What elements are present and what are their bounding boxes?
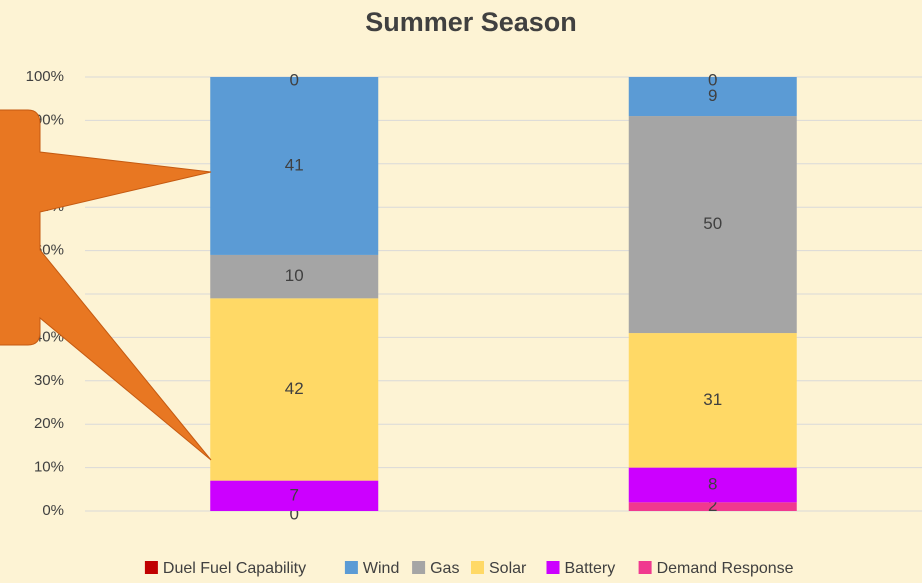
- legend-swatch: [639, 561, 652, 574]
- chart-title: Summer Season: [365, 7, 577, 37]
- legend-swatch: [145, 561, 158, 574]
- y-tick-label: 10%: [34, 459, 64, 476]
- data-label: 50: [703, 214, 722, 233]
- legend-label: Gas: [430, 560, 459, 577]
- y-tick-label: 30%: [34, 372, 64, 389]
- data-label: 0: [290, 70, 299, 89]
- y-tick-label: 100%: [26, 68, 64, 85]
- legend-label: Duel Fuel Capability: [163, 560, 306, 577]
- legend-label: Wind: [363, 560, 399, 577]
- legend-label: Demand Response: [657, 560, 794, 577]
- plot-area: 0%10%20%30%40%50%60%70%80%90%100%0742104…: [26, 68, 922, 524]
- data-label: 42: [285, 379, 304, 398]
- legend-swatch: [412, 561, 425, 574]
- y-tick-label: 0%: [42, 502, 64, 519]
- data-label: 0: [708, 70, 717, 89]
- callout: [0, 110, 211, 460]
- legend-label: Solar: [489, 560, 527, 577]
- y-tick-label: 20%: [34, 415, 64, 432]
- legend-swatch: [471, 561, 484, 574]
- page: {"chart_data": {"type": "stacked_bar", "…: [0, 0, 922, 583]
- legend: Duel Fuel Capability Wind Gas Solar Battery D…: [145, 560, 794, 577]
- legend-swatch: [345, 561, 358, 574]
- data-label: 8: [708, 474, 717, 493]
- legend-label: Battery: [565, 560, 616, 577]
- legend-swatch: [547, 561, 560, 574]
- data-label: 10: [285, 266, 304, 285]
- data-label: 31: [703, 390, 722, 409]
- data-label: 41: [285, 155, 304, 174]
- chart: Summer Season 0%10%20%30%40%50%60%70%80%…: [0, 0, 922, 583]
- data-label: 7: [290, 485, 299, 504]
